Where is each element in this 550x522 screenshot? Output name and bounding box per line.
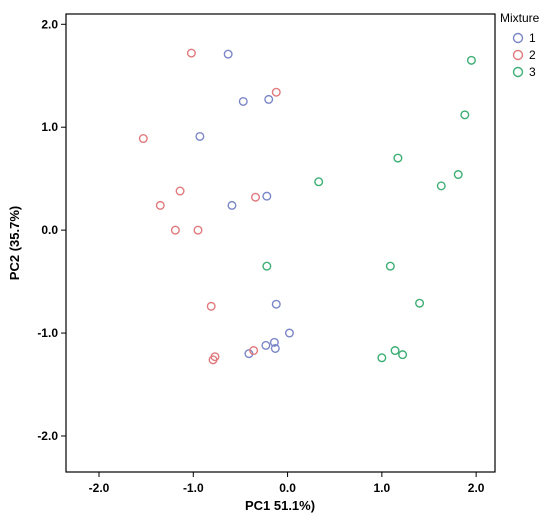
data-points xyxy=(138,48,476,365)
y-tick-label: -1.0 xyxy=(37,326,58,340)
point-mixture-3 xyxy=(377,353,387,363)
point-mixture-3 xyxy=(385,261,395,271)
point-mixture-1 xyxy=(271,299,281,309)
point-mixture-2 xyxy=(138,134,148,144)
point-mixture-3 xyxy=(314,177,324,187)
point-mixture-1 xyxy=(264,94,274,104)
legend-marker-2 xyxy=(512,49,524,61)
y-tick-label: 2.0 xyxy=(41,17,58,31)
point-mixture-3 xyxy=(466,55,476,65)
legend-label-1: 1 xyxy=(529,31,536,45)
y-tick-label: 0.0 xyxy=(41,223,58,237)
point-mixture-1 xyxy=(227,200,237,210)
point-mixture-2 xyxy=(186,48,196,58)
y-tick-label: -2.0 xyxy=(37,429,58,443)
point-mixture-3 xyxy=(262,261,272,271)
point-mixture-2 xyxy=(210,352,220,362)
point-mixture-2 xyxy=(175,186,185,196)
point-mixture-2 xyxy=(251,192,261,202)
legend-label-3: 3 xyxy=(529,65,536,79)
point-mixture-2 xyxy=(170,225,180,235)
point-mixture-2 xyxy=(249,346,259,356)
point-mixture-1 xyxy=(284,328,294,338)
point-mixture-2 xyxy=(155,200,165,210)
point-mixture-1 xyxy=(223,49,233,59)
legend-label-2: 2 xyxy=(529,48,536,62)
point-mixture-1 xyxy=(269,337,279,347)
point-mixture-3 xyxy=(436,181,446,191)
point-mixture-2 xyxy=(271,87,281,97)
point-mixture-3 xyxy=(398,350,408,360)
point-mixture-1 xyxy=(195,131,205,141)
point-mixture-1 xyxy=(270,343,280,353)
legend-marker-1 xyxy=(512,32,524,44)
y-tick-label: 1.0 xyxy=(41,120,58,134)
point-mixture-1 xyxy=(261,340,271,350)
point-mixture-1 xyxy=(262,191,272,201)
x-axis-title: PC1 51.1%) xyxy=(245,498,315,513)
x-tick-label: 0.0 xyxy=(279,481,296,495)
point-mixture-3 xyxy=(460,110,470,120)
x-tick-label: 2.0 xyxy=(468,481,485,495)
plot-frame xyxy=(65,13,496,473)
x-tick-label: 1.0 xyxy=(374,481,391,495)
point-mixture-3 xyxy=(390,346,400,356)
legend-title: Mixture xyxy=(500,11,540,25)
point-mixture-2 xyxy=(193,225,203,235)
point-mixture-3 xyxy=(453,170,463,180)
legend-marker-3 xyxy=(512,66,524,78)
y-axis-title: PC2 (35.7%) xyxy=(7,206,22,280)
point-mixture-2 xyxy=(206,301,216,311)
point-mixture-3 xyxy=(415,298,425,308)
axis-ticks: -2.0 -1.0 0.0 1.0 2.0 -2.0 -1.0 0.0 1.0 2.0 xyxy=(37,17,484,495)
legend-items: 1 2 3 xyxy=(512,31,536,79)
point-mixture-3 xyxy=(393,153,403,163)
point-mixture-1 xyxy=(238,96,248,106)
x-tick-label: -1.0 xyxy=(183,481,204,495)
legend: Mixture 1 2 3 xyxy=(500,11,540,79)
x-tick-label: -2.0 xyxy=(89,481,110,495)
